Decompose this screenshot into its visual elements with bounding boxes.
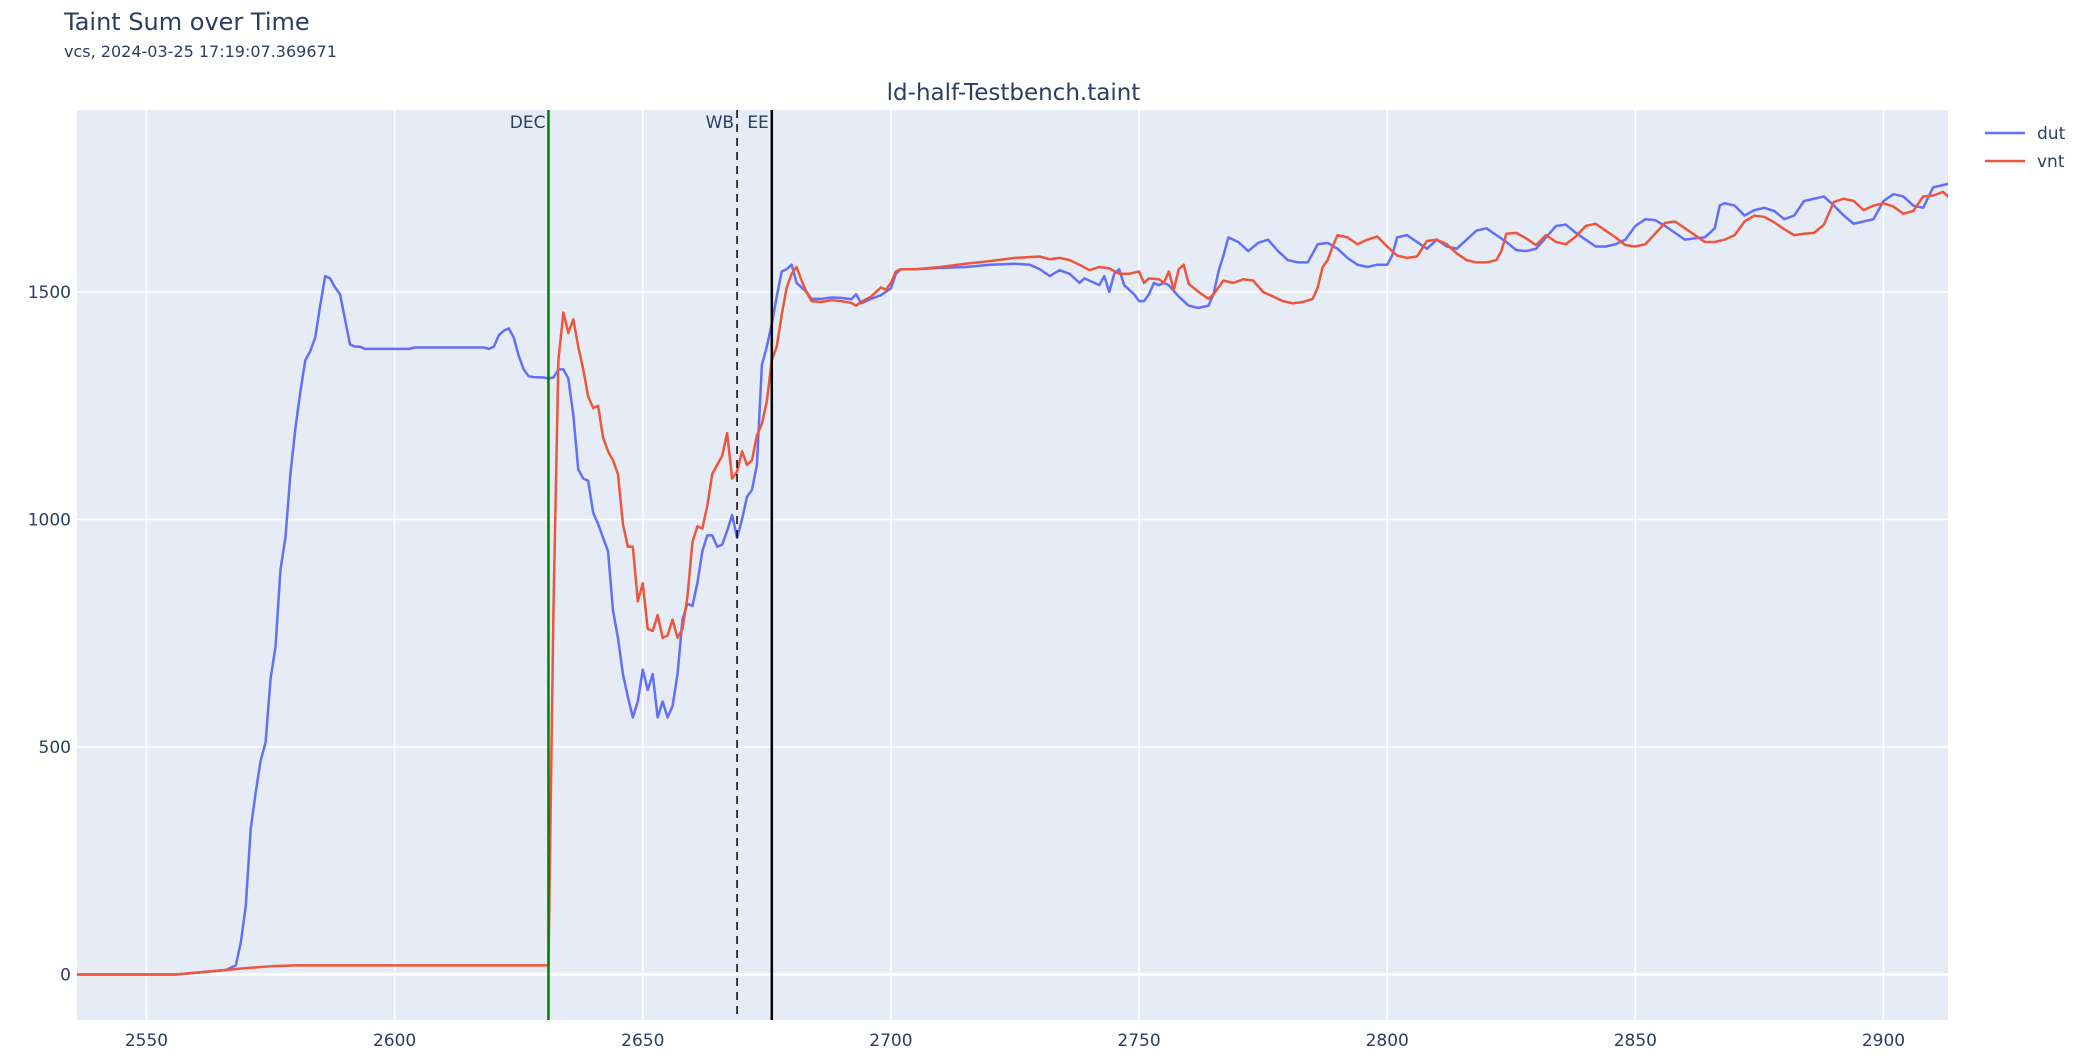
legend-item-dut[interactable]: dut bbox=[1985, 124, 2066, 144]
x-tick-label: 2800 bbox=[1366, 1031, 1409, 1051]
y-tick-label: 500 bbox=[39, 738, 71, 758]
legend[interactable]: dut vnt bbox=[1985, 124, 2066, 172]
x-tick-label: 2550 bbox=[125, 1031, 168, 1051]
marker-label-dec: DEC bbox=[510, 113, 546, 133]
x-tick-label: 2600 bbox=[373, 1031, 416, 1051]
y-tick-label: 1500 bbox=[28, 283, 71, 303]
vertical-markers: DEC WB EE bbox=[510, 110, 774, 1020]
x-tick-label: 2650 bbox=[621, 1031, 664, 1051]
series-line-vnt bbox=[77, 190, 1948, 976]
legend-item-vnt[interactable]: vnt bbox=[1985, 152, 2065, 172]
chart-main-title: Taint Sum over Time bbox=[64, 8, 310, 36]
marker-label-wb: WB bbox=[706, 113, 734, 133]
x-tick-label: 2750 bbox=[1117, 1031, 1160, 1051]
x-tick-label: 2900 bbox=[1862, 1031, 1905, 1051]
legend-label: vnt bbox=[2037, 152, 2065, 172]
chart-subtitle: vcs, 2024-03-25 17:19:07.369671 bbox=[64, 42, 337, 61]
axis-ticks: 2550 2600 2650 2700 2750 2800 2850 2900 0 500 1000… bbox=[28, 283, 1905, 1051]
y-tick-label: 1000 bbox=[28, 511, 71, 531]
legend-label: dut bbox=[2037, 124, 2066, 144]
marker-label-ee: EE bbox=[747, 113, 768, 133]
x-tick-label: 2700 bbox=[869, 1031, 912, 1051]
series-line-dut bbox=[77, 182, 1948, 976]
x-tick-label: 2850 bbox=[1614, 1031, 1657, 1051]
plot-area bbox=[77, 110, 1948, 1020]
series-layer bbox=[77, 182, 1948, 976]
grid-lines bbox=[77, 110, 1948, 1020]
y-tick-label: 0 bbox=[60, 966, 71, 986]
plot-title: ld-half-Testbench.taint bbox=[886, 80, 1141, 106]
